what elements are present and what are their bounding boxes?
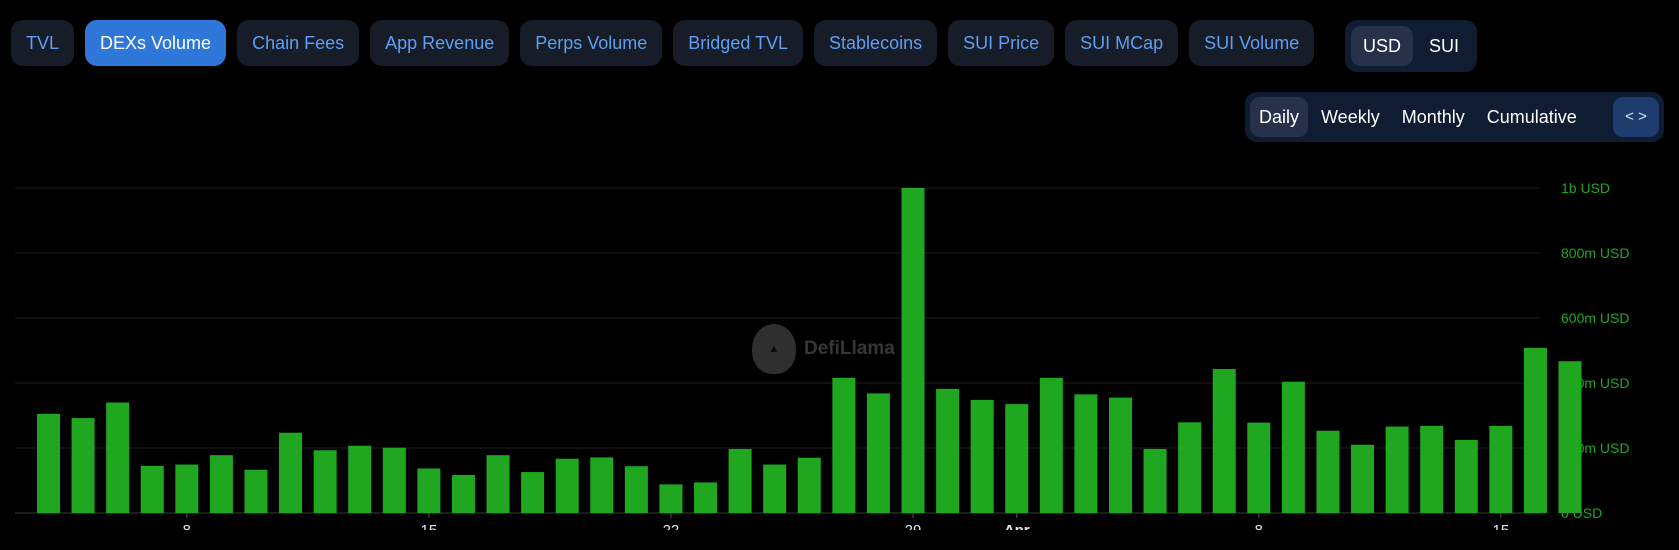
y-tick-label: 600m USD [1561, 310, 1629, 326]
llama-logo-icon: ▲ [752, 324, 796, 374]
volume-bar[interactable] [624, 466, 648, 513]
volume-bar[interactable] [901, 188, 925, 513]
x-tick-label: Apr [1004, 522, 1030, 530]
volume-bar[interactable] [106, 402, 130, 514]
volume-bar[interactable] [936, 388, 960, 513]
volume-bar[interactable] [140, 465, 164, 513]
x-tick-label: 15 [421, 522, 438, 530]
volume-bar[interactable] [521, 472, 545, 513]
x-tick-label: 29 [905, 522, 922, 530]
volume-bar[interactable] [1351, 444, 1375, 513]
period-cumulative-button[interactable]: Cumulative [1486, 107, 1577, 127]
currency-sui-button[interactable]: SUI [1429, 36, 1460, 56]
period-daily-button[interactable]: Daily [1250, 97, 1309, 137]
defillama-watermark: ▲ DefiLlama [752, 324, 895, 374]
volume-bar[interactable] [797, 457, 821, 513]
period-weekly-button[interactable]: Weekly [1321, 107, 1380, 127]
tab-stablecoins[interactable]: Stablecoins [814, 20, 938, 66]
volume-bar[interactable] [659, 484, 683, 513]
volume-bar[interactable] [1108, 397, 1132, 513]
code-brackets-icon: < > [1625, 108, 1647, 125]
volume-bar[interactable] [1247, 422, 1271, 513]
tab-sui-mcap[interactable]: SUI MCap [1065, 20, 1179, 66]
volume-bar[interactable] [1281, 381, 1305, 513]
volume-bar[interactable] [728, 448, 752, 513]
tab-perps-volume[interactable]: Perps Volume [520, 20, 663, 66]
x-tick-label: 8 [1255, 522, 1263, 530]
volume-bar[interactable] [348, 445, 372, 513]
tab-sui-price[interactable]: SUI Price [948, 20, 1055, 66]
period-toggle: Daily Weekly Monthly Cumulative < > [1245, 92, 1664, 142]
volume-bar[interactable] [71, 418, 95, 513]
currency-usd-button[interactable]: USD [1351, 26, 1414, 66]
volume-bar[interactable] [244, 469, 268, 513]
volume-bar[interactable] [694, 482, 718, 513]
tab-app-revenue[interactable]: App Revenue [370, 20, 510, 66]
volume-bar[interactable] [417, 468, 441, 513]
volume-bar[interactable] [1454, 439, 1478, 513]
volume-bar[interactable] [1523, 347, 1547, 513]
watermark-text: DefiLlama [804, 338, 895, 359]
volume-bar[interactable] [832, 377, 856, 513]
volume-bar[interactable] [1385, 426, 1409, 513]
period-monthly-button[interactable]: Monthly [1401, 107, 1465, 127]
x-tick-label: 15 [1493, 522, 1510, 530]
volume-bar[interactable] [37, 413, 60, 513]
currency-toggle: USD SUI [1345, 20, 1478, 72]
volume-bar[interactable] [970, 399, 994, 513]
volume-bar[interactable] [1178, 422, 1202, 513]
x-tick-label: 8 [183, 522, 191, 530]
x-tick-label: 22 [663, 522, 680, 530]
volume-bar[interactable] [279, 432, 303, 513]
volume-bar[interactable] [1212, 369, 1236, 513]
volume-bar[interactable] [1420, 425, 1444, 513]
tab-bridged-tvl[interactable]: Bridged TVL [673, 20, 804, 66]
volume-bar[interactable] [209, 455, 233, 513]
tab-tvl[interactable]: TVL [11, 20, 75, 66]
volume-bar[interactable] [382, 447, 406, 513]
volume-bar[interactable] [1074, 394, 1098, 513]
volume-bar[interactable] [1143, 448, 1167, 513]
tab-chain-fees[interactable]: Chain Fees [237, 20, 360, 66]
tab-dexs-volume[interactable]: DEXs Volume [85, 20, 227, 66]
volume-bar[interactable] [486, 455, 510, 513]
tab-sui-volume[interactable]: SUI Volume [1189, 20, 1315, 66]
volume-bar[interactable] [1005, 404, 1029, 513]
volume-bar[interactable] [1558, 361, 1582, 513]
volume-bar[interactable] [555, 458, 579, 513]
volume-bar[interactable] [1489, 425, 1513, 513]
volume-bar[interactable] [866, 393, 890, 513]
volume-bar[interactable] [1316, 430, 1340, 513]
chain-metric-tabs: TVL DEXs Volume Chain Fees App Revenue Perps… [11, 20, 1315, 66]
y-tick-label: 800m USD [1561, 245, 1629, 261]
volume-bar[interactable] [313, 450, 337, 513]
volume-bar[interactable] [451, 474, 475, 513]
volume-bar[interactable] [1039, 377, 1063, 513]
embed-code-button[interactable]: < > [1613, 97, 1659, 137]
volume-bar[interactable] [763, 464, 787, 513]
volume-bar[interactable] [175, 464, 199, 513]
volume-bar[interactable] [590, 457, 614, 513]
y-tick-label: 1b USD [1561, 180, 1610, 196]
